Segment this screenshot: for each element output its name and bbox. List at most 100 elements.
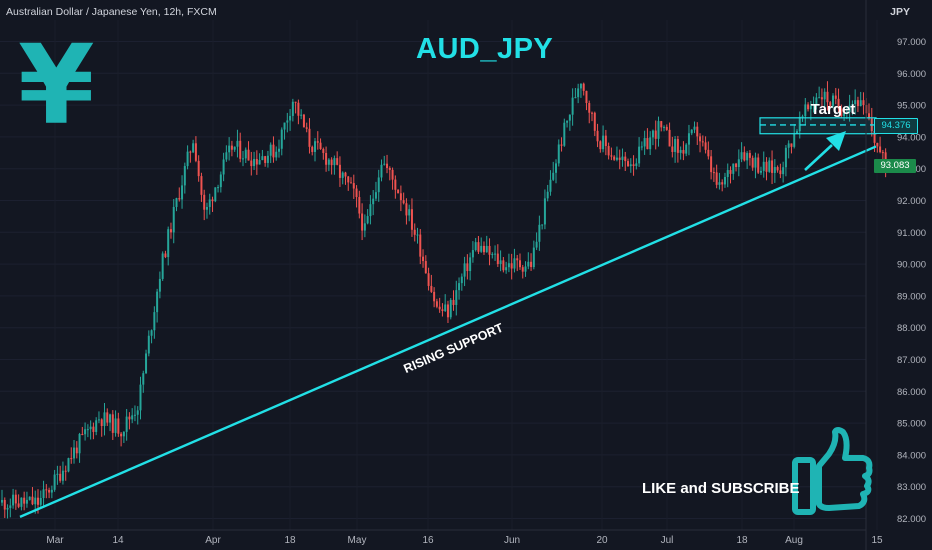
candle-body [690,129,693,134]
candle-body [621,156,624,160]
candle-body [278,148,280,152]
candle-body [768,160,771,172]
candle-body [424,261,427,274]
candle-body [541,224,544,226]
candle-body [70,458,73,460]
candle-body [754,157,757,168]
candle-body [142,373,145,385]
candle-body [474,242,477,251]
candle-body [618,157,621,160]
candle-body [73,447,76,459]
target-price-badge: 94.376 [874,117,918,134]
candle-body [430,285,433,292]
candle-body [413,229,416,235]
thumb-hand [816,427,873,511]
candle-body [56,473,59,475]
candle-body [175,198,178,207]
candle-body [823,91,826,100]
candle-body [300,114,303,116]
y-tick-label: 94.000 [897,132,926,143]
candle-body [402,200,405,204]
candle-body [848,105,851,112]
candle-body [169,229,172,233]
candle-body [394,179,397,190]
thumbs-up-icon[interactable] [792,427,873,515]
x-tick-label: Aug [785,535,803,546]
candle-body [505,267,508,271]
candle-body [704,142,707,150]
candle-body [391,169,394,180]
candle-body [543,198,546,225]
y-tick-label: 86.000 [897,387,926,398]
candle-body [762,161,765,171]
candle-body [410,209,413,230]
candle-body [582,83,585,91]
candle-body [538,224,541,242]
candle-body [876,142,879,147]
candle-body [729,170,732,174]
candle-body [399,193,402,201]
candle-body [726,170,729,177]
candle-body [1,499,3,503]
x-tick-label: Apr [205,535,221,546]
candle-body [422,256,425,262]
candle-body [247,149,250,161]
candle-body [311,146,314,152]
candle-body [469,257,472,272]
candle-body [613,156,616,160]
candle-body [178,198,181,200]
candle-body [593,112,596,131]
candle-body [449,299,452,318]
candle-body [751,157,754,168]
candle-body [826,91,829,103]
candle-body [59,473,62,481]
candle-body [197,160,200,177]
x-tick-label: Jul [661,535,674,546]
candle-body [455,290,458,305]
candle-body [776,167,779,171]
candle-body [95,420,98,432]
candle-body [845,111,848,114]
x-tick-label: 20 [596,535,608,546]
candle-body [815,97,818,105]
candle-body [571,97,574,115]
candle-body [214,187,217,202]
candle-body [28,496,31,500]
candle-body [361,213,364,231]
x-tick-label: 18 [284,535,296,546]
candle-body [272,144,275,158]
y-tick-label: 92.000 [897,196,926,207]
candle-body [682,150,685,154]
candle-body [812,104,815,106]
candle-body [638,146,641,164]
candle-body [743,152,746,161]
candle-body [366,216,369,224]
candle-body [350,182,353,184]
candle-body [122,431,125,437]
candle-body [798,116,801,132]
candle-body [787,143,790,148]
candle-body [264,156,267,163]
target-arrow [804,144,833,171]
thumbs-up-shape[interactable] [792,427,873,515]
candle-body [386,163,389,168]
candle-body [372,198,375,205]
candle-body [211,199,214,202]
candle-body [843,113,846,117]
candle-body [485,245,488,253]
y-tick-label: 97.000 [897,37,926,48]
y-tick-label: 88.000 [897,323,926,334]
candle-body [236,140,239,147]
candle-body [374,192,377,199]
candle-body [358,197,361,214]
candle-body [255,158,258,165]
candle-body [615,157,618,160]
candle-body [280,129,283,149]
candle-body [433,291,436,302]
candle-body [294,101,297,103]
candle-body [222,159,225,175]
candle-body [408,209,411,216]
candle-body [610,155,613,157]
y-tick-label: 84.000 [897,450,926,461]
